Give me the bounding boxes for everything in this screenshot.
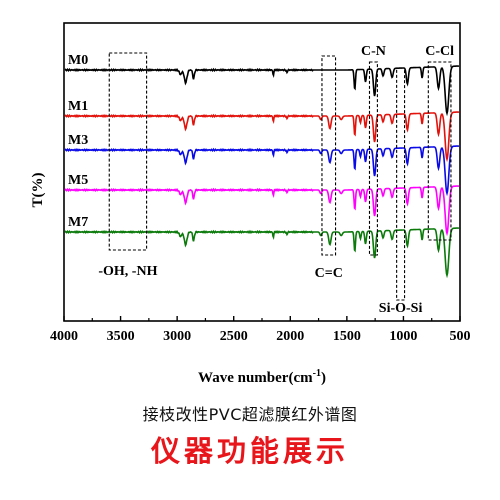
x-tick-label: 2000 — [276, 329, 304, 344]
band-box — [427, 61, 452, 241]
x-tick-label: 3000 — [163, 329, 191, 344]
band-label: C-N — [361, 44, 386, 59]
x-axis-label: Wave number(cm-1) — [198, 368, 326, 386]
series-line-m7 — [64, 227, 460, 279]
series-line-m3 — [64, 145, 460, 197]
ftir-chart: 4000 3500 3000 2500 2000 1500 1000 500 -OH, -NH… — [30, 22, 471, 386]
series-lines — [64, 65, 460, 279]
band-label: -OH, -NH — [98, 264, 157, 279]
x-tick-label: 3500 — [107, 329, 135, 344]
x-axis-label-tail: ) — [321, 370, 326, 386]
series-label: M0 — [68, 53, 88, 68]
x-tick-label: 2500 — [220, 329, 248, 344]
band-label: C=C — [315, 266, 343, 281]
watermark-text: 仪器功能展示 — [150, 434, 349, 468]
band-box — [321, 55, 337, 256]
series-labels: M0 M1 M3 M5 M7 — [68, 53, 88, 230]
band-boxes — [108, 52, 452, 301]
x-tick-label: 500 — [450, 329, 471, 344]
series-label: M7 — [68, 215, 88, 230]
x-tick-label: 1500 — [333, 329, 361, 344]
band-box — [368, 61, 378, 256]
x-tick-label: 1000 — [389, 329, 417, 344]
series-line-m5 — [64, 185, 460, 237]
figure-caption: 接枝改性PVC超滤膜红外谱图 — [142, 405, 358, 424]
x-axis-label-superscript: -1 — [313, 368, 321, 379]
series-line-m0 — [64, 65, 460, 117]
series-line-m1 — [64, 111, 460, 163]
band-box — [108, 52, 148, 251]
band-label: C-Cl — [425, 44, 454, 59]
band-label: Si-O-Si — [379, 301, 423, 316]
x-axis-label-main: Wave number(cm — [198, 370, 313, 386]
y-axis-label: T(%) — [30, 173, 46, 208]
series-label: M1 — [68, 99, 88, 114]
x-tick-label: 4000 — [50, 329, 78, 344]
series-label: M5 — [68, 173, 88, 188]
band-labels: -OH, -NH C=C C-N Si-O-Si C-Cl — [98, 44, 454, 316]
x-axis-ticks: 4000 3500 3000 2500 2000 1500 1000 500 — [50, 316, 471, 344]
series-label: M3 — [68, 133, 88, 148]
band-box — [396, 67, 406, 301]
